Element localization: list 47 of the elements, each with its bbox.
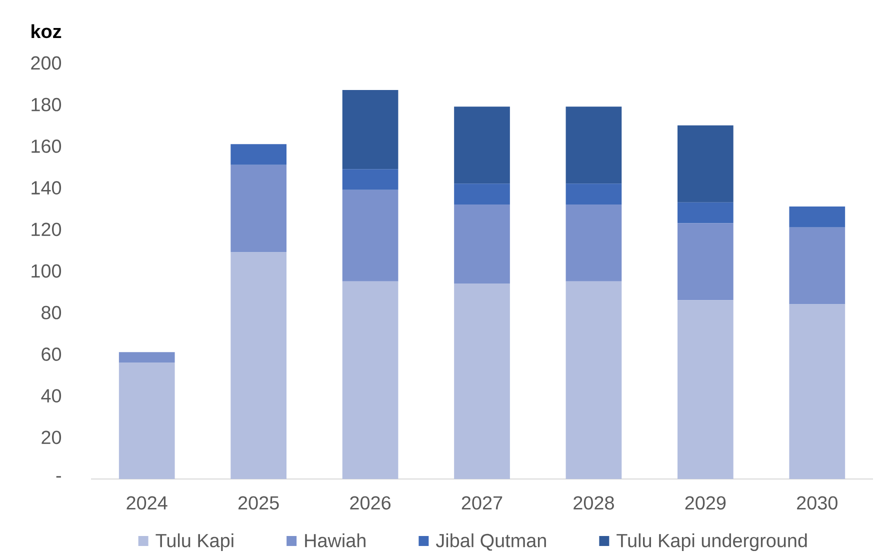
bar [454, 184, 510, 204]
bar [230, 252, 286, 479]
bar [789, 206, 846, 228]
bar [566, 281, 622, 479]
y-tick-label: 180 [32, 98, 62, 112]
y-tick-label: 60 [42, 347, 62, 361]
x-tick-label: 2029 [685, 496, 726, 510]
bar [230, 164, 286, 252]
y-tick-label: 100 [32, 264, 62, 278]
bar [789, 304, 846, 479]
x-tick-label: 2028 [574, 496, 614, 510]
bar [678, 300, 734, 479]
bar [566, 184, 622, 204]
x-tick-label: 2030 [797, 496, 838, 510]
x-tick-label: 2027 [462, 496, 502, 510]
bar [454, 283, 510, 479]
y-tick-label: 80 [42, 306, 62, 320]
y-tick-label: 20 [42, 430, 62, 444]
x-tick-label: 2025 [238, 496, 279, 510]
y-tick-label: - [56, 476, 61, 478]
bar [342, 190, 398, 282]
bar [566, 204, 622, 282]
bar [454, 106, 510, 184]
bar [230, 144, 286, 165]
y-tick-label: 120 [32, 222, 62, 236]
y-tick-label: 200 [31, 56, 62, 70]
bar [342, 281, 398, 479]
bar [678, 223, 734, 300]
y-tick-label: 140 [32, 181, 62, 194]
bar [118, 352, 175, 363]
bar [566, 106, 622, 184]
y-tick-label: 40 [41, 389, 62, 403]
bar [342, 169, 398, 190]
x-tick-label: 2024 [126, 496, 168, 510]
bar [118, 362, 175, 479]
bar [789, 227, 846, 304]
bar [454, 204, 510, 284]
legend-label: Tulu Kapi [156, 533, 234, 552]
legend-label: Tulu Kapi underground [616, 533, 807, 552]
legend-label: Hawiah [305, 533, 366, 548]
bar [342, 90, 398, 170]
y-tick-label: 160 [32, 139, 62, 153]
bar [678, 202, 734, 224]
x-tick-label: 2026 [350, 496, 390, 510]
y-axis-title: koz [32, 24, 62, 38]
legend-label: Jibal Qutman [436, 533, 546, 551]
bar [678, 125, 734, 202]
